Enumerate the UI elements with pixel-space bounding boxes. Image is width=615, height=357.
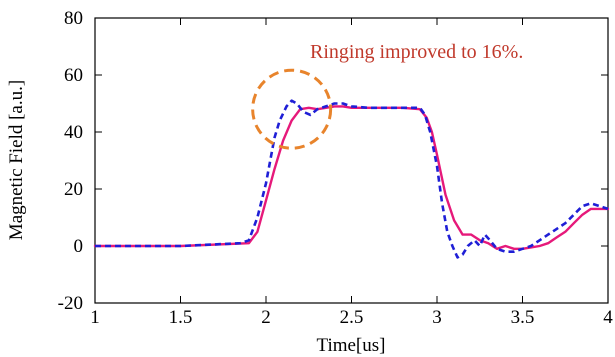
y-axis-title: Magnetic Field [a.u.] (6, 80, 27, 240)
annotation-layer: Ringing improved to 16%. (251, 41, 523, 150)
y-tick-label: 40 (64, 122, 83, 143)
x-tick-label: 3.5 (511, 307, 535, 328)
x-tick-label: 1.5 (169, 307, 193, 328)
y-tick-label: 20 (64, 179, 83, 200)
series-line-dashed (95, 99, 609, 259)
series-line-solid (93, 105, 610, 251)
x-tick-label: 3 (432, 307, 442, 328)
x-tick-label: 2 (261, 307, 271, 328)
y-tick-label: 0 (74, 236, 84, 257)
y-tick-label: 60 (64, 65, 83, 86)
y-tick-label: 80 (64, 8, 83, 29)
tick-labels: 1 1.5 2 2.5 3 3.5 4 -20 0 20 40 60 80 (58, 8, 614, 328)
annotation-text: Ringing improved to 16%. (310, 41, 523, 63)
series-layer (93, 99, 610, 259)
y-tick-label: -20 (58, 293, 83, 314)
x-tick-label: 1 (90, 307, 100, 328)
x-axis-title: Time[us] (317, 335, 386, 356)
x-tick-label: 4 (603, 307, 613, 328)
x-tick-label: 2.5 (340, 307, 364, 328)
annotation-circle (251, 68, 333, 150)
